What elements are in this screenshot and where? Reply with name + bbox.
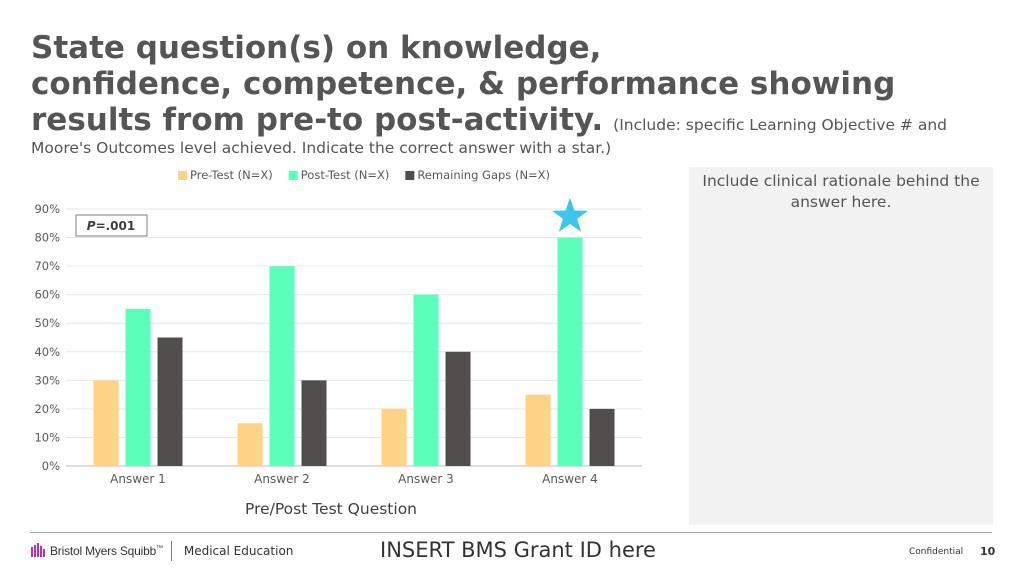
bar <box>413 294 439 466</box>
footer-divider <box>30 532 992 533</box>
footer-logo: Bristol Myers Squibb™ Medical Education <box>30 541 293 561</box>
title-note-inline-text: (Include: specific Learning Objective # … <box>613 116 947 134</box>
x-tick-label: Answer 2 <box>254 472 310 486</box>
legend-swatch <box>288 171 298 180</box>
bar <box>525 394 551 466</box>
department-label: Medical Education <box>183 544 294 558</box>
brand-name-text: Bristol Myers Squibb <box>50 544 157 558</box>
title-line-1: State question(s) on knowledge, <box>31 30 602 66</box>
y-tick-label: 10% <box>34 430 60 444</box>
bar <box>381 408 407 466</box>
y-tick-label: 20% <box>34 402 60 416</box>
x-tick-label: Answer 3 <box>398 472 454 486</box>
rationale-text: Include clinical rationale behind the an… <box>702 172 980 211</box>
brand-tm: ™ <box>156 545 163 552</box>
title-line-3: results from pre-to post-activity. <box>31 102 604 138</box>
legend-label: Pre-Test (N=X) <box>190 168 273 182</box>
correct-answer-star-icon <box>551 197 589 232</box>
p-value-number: =.001 <box>96 219 136 233</box>
y-tick-label: 50% <box>34 316 60 330</box>
y-tick-label: 0% <box>42 459 60 473</box>
x-tick-label: Answer 4 <box>542 472 598 486</box>
title-note-inline: (Include: specific Learning Objective # … <box>608 116 947 134</box>
bar-chart: 0% 10% 20% 30% 40% 50% 60% 70% 80% 90% Answer 1 Ans… <box>34 168 642 518</box>
bar <box>589 408 615 466</box>
y-tick-label: 70% <box>34 259 60 273</box>
x-tick-label: Answer 1 <box>110 472 166 486</box>
confidential-label: Confidential <box>909 547 964 557</box>
page-number: 10 <box>980 545 996 558</box>
bar <box>269 266 295 466</box>
y-tick-label: 30% <box>34 373 60 387</box>
legend-swatch <box>178 171 187 180</box>
y-tick-label: 40% <box>34 345 60 359</box>
bar <box>93 380 119 466</box>
bar <box>125 308 151 466</box>
footer-separator <box>170 541 172 561</box>
bar <box>157 337 183 466</box>
legend-swatch <box>405 171 415 180</box>
legend-label: Remaining Gaps (N=X) <box>417 168 550 182</box>
bms-logo-icon <box>31 543 45 557</box>
grant-id-text: INSERT BMS Grant ID here <box>380 538 656 562</box>
y-tick-label: 80% <box>34 231 60 245</box>
rationale-box: Include clinical rationale behind the an… <box>689 167 993 525</box>
y-tick-label: 90% <box>34 202 60 216</box>
title-line-2: confidence, competence, & performance sh… <box>31 66 896 102</box>
bar <box>445 351 471 466</box>
bar <box>301 380 327 466</box>
brand-name: Bristol Myers Squibb™ <box>50 544 163 558</box>
legend-label: Post-Test (N=X) <box>301 168 390 182</box>
title-note-line: Moore's Outcomes level achieved. Indicat… <box>31 139 612 157</box>
p-value-text: P=.001 <box>87 219 135 233</box>
bar <box>237 423 263 466</box>
y-tick-label: 60% <box>34 288 60 302</box>
x-axis-title: Pre/Post Test Question <box>245 500 417 518</box>
bar <box>557 237 583 466</box>
p-value-symbol: P <box>87 219 96 233</box>
p-value-box <box>75 214 148 237</box>
slide-title: State question(s) on knowledge, confiden… <box>31 30 991 158</box>
